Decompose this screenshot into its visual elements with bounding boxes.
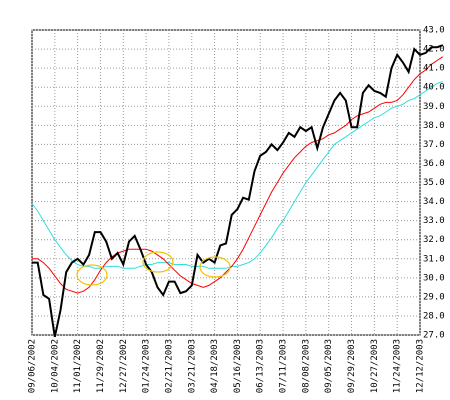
y-tick-label: 30.0: [423, 273, 445, 283]
line-series: [32, 56, 444, 294]
x-tick-label: 10/27/2003: [370, 339, 380, 393]
highlight: [142, 251, 174, 273]
x-tick-label: 11/01/2002: [73, 339, 83, 393]
line-series: [32, 44, 444, 338]
x-tick-label: 12/27/2002: [119, 339, 129, 393]
y-tick-label: 40.0: [423, 83, 445, 93]
line-series: [31, 81, 443, 269]
x-tick-label: 03/21/2003: [187, 339, 197, 393]
y-tick-label: 33.0: [423, 216, 445, 226]
y-tick-label: 39.0: [423, 102, 445, 112]
x-tick-label: 11/29/2002: [96, 339, 106, 393]
y-tick-label: 28.0: [423, 311, 445, 321]
y-tick-label: 32.0: [423, 235, 445, 245]
x-tick-label: 08/08/2003: [301, 339, 311, 393]
x-tick-label: 09/29/2003: [347, 339, 357, 393]
x-tick-label: 12/12/2003: [416, 339, 426, 393]
plot-area: [31, 29, 421, 336]
y-tick-label: 37.0: [423, 140, 445, 150]
y-tick-label: 35.0: [423, 178, 445, 188]
marks: [31, 29, 444, 338]
y-tick-label: 43.0: [423, 26, 445, 36]
x-tick-label: 09/05/2003: [324, 339, 334, 393]
x-tick-label: 11/24/2003: [393, 339, 403, 393]
y-tick-label: 31.0: [423, 254, 445, 264]
x-tick-label: 06/13/2003: [256, 339, 266, 393]
x-tick-label: 01/24/2003: [142, 339, 152, 393]
y-tick-label: 42.0: [423, 45, 445, 55]
y-tick-label: 27.0: [423, 331, 445, 341]
x-tick-label: 04/18/2003: [210, 339, 220, 393]
y-tick-label: 29.0: [423, 292, 445, 302]
highlight: [199, 256, 231, 278]
x-tick-label: 02/21/2003: [164, 339, 174, 393]
highlight: [76, 264, 108, 286]
x-tick-label: 07/11/2003: [279, 339, 289, 393]
y-tick-label: 38.0: [423, 121, 445, 131]
x-tick-label: 10/04/2002: [50, 339, 60, 393]
y-tick-label: 34.0: [423, 197, 445, 207]
y-tick-label: 41.0: [423, 64, 445, 74]
x-tick-label: 09/06/2002: [28, 339, 38, 393]
y-tick-label: 36.0: [423, 159, 445, 169]
x-tick-label: 05/16/2003: [233, 339, 243, 393]
